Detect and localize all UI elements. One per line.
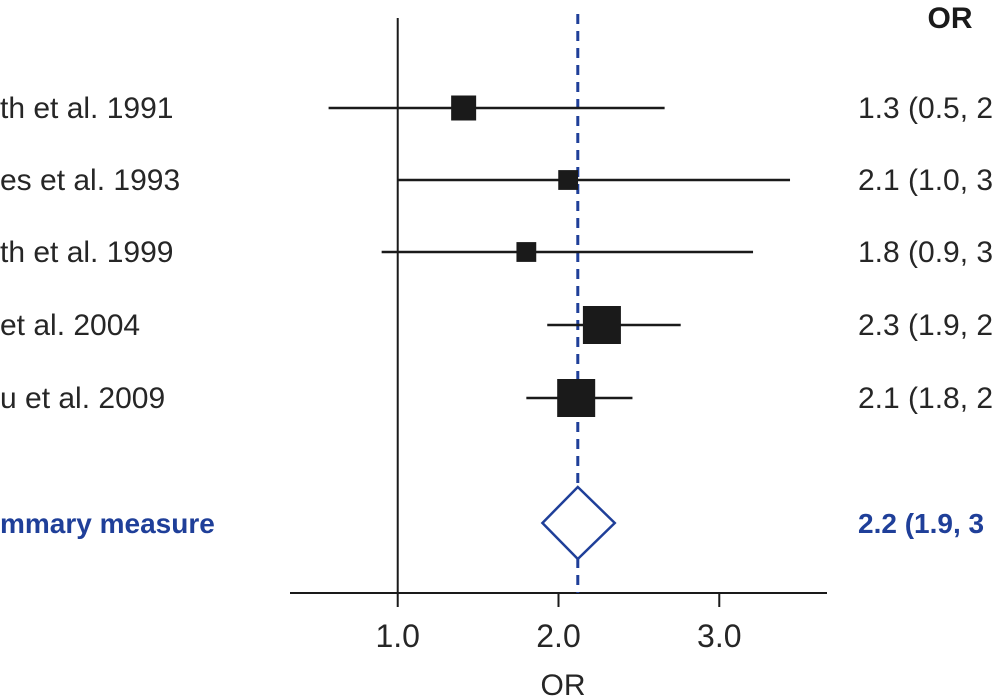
x-axis-label: OR xyxy=(541,669,586,699)
point-estimate-square xyxy=(582,306,621,344)
study-or-value: 1.3 (0.5, 2 xyxy=(858,92,993,125)
x-tick-label: 1.0 xyxy=(375,618,419,654)
study-row: th et al. 1991 1.3 (0.5, 2 xyxy=(0,92,993,125)
column-header: OR xyxy=(928,2,973,35)
study-row: u et al. 2009 2.1 (1.8, 2 xyxy=(0,379,993,417)
study-label: et al. 2004 xyxy=(0,309,140,342)
summary-layer: mmary measure 2.2 (1.9, 3 xyxy=(0,485,984,561)
study-label: th et al. 1999 xyxy=(0,236,173,269)
study-layer: th et al. 1991 1.3 (0.5, 2 es et al. 1993 2… xyxy=(0,92,993,417)
study-or-value: 2.3 (1.9, 2 xyxy=(858,309,993,342)
point-estimate-square xyxy=(558,170,579,190)
study-or-value: 2.1 (1.0, 3 xyxy=(858,164,993,197)
summary-label: mmary measure xyxy=(0,508,215,539)
study-or-value: 2.1 (1.8, 2 xyxy=(858,382,993,415)
x-tick-label: 3.0 xyxy=(697,618,741,654)
axis-layer: 1.0 2.0 3.0 xyxy=(290,14,827,654)
point-estimate-square xyxy=(557,379,596,417)
x-tick-label: 2.0 xyxy=(536,618,580,654)
summary-or-value: 2.2 (1.9, 3 xyxy=(858,508,984,539)
study-row: th et al. 1999 1.8 (0.9, 3 xyxy=(0,236,993,269)
study-label: es et al. 1993 xyxy=(0,164,180,197)
study-row: es et al. 1993 2.1 (1.0, 3 xyxy=(0,164,993,197)
summary-diamond xyxy=(540,485,617,561)
study-row: et al. 2004 2.3 (1.9, 2 xyxy=(0,306,993,344)
study-or-value: 1.8 (0.9, 3 xyxy=(858,236,993,269)
study-label: u et al. 2009 xyxy=(0,382,165,415)
study-label: th et al. 1991 xyxy=(0,92,173,125)
point-estimate-square xyxy=(516,242,537,262)
point-estimate-square xyxy=(451,95,477,121)
